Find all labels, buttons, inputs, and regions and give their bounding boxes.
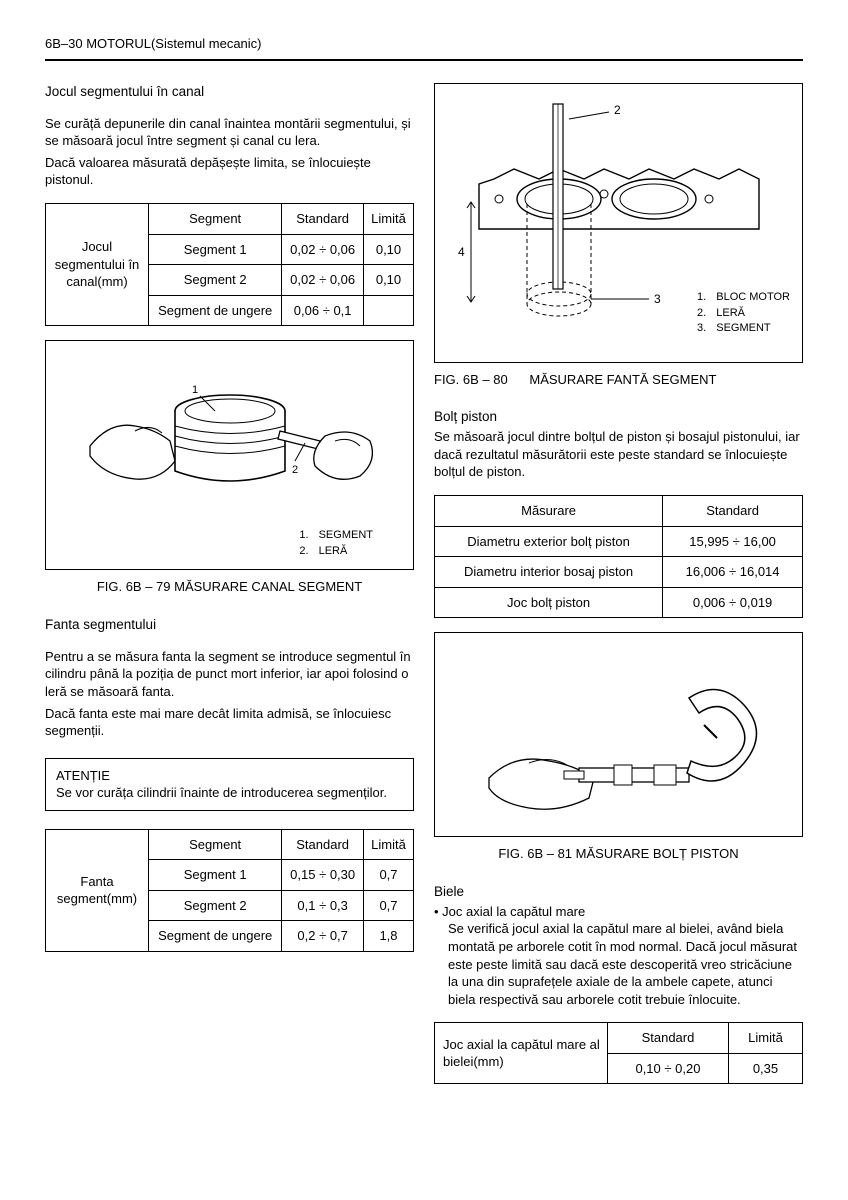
legend-text: LERĂ: [319, 544, 348, 559]
callout-2: 2: [614, 103, 621, 117]
table-header: Standard: [282, 203, 364, 234]
table-cell: 0,7: [364, 860, 414, 891]
table-header: Standard: [663, 495, 803, 526]
callout-2: 2: [292, 464, 298, 476]
figure-81-caption: FIG. 6B – 81 MĂSURARE BOLȚ PISTON: [434, 845, 803, 863]
table-bolt-piston: Măsurare Standard Diametru exterior bolț…: [434, 495, 803, 618]
table-header: Segment: [149, 203, 282, 234]
legend-text: SEGMENT: [716, 321, 770, 336]
legend-num: 1.: [697, 290, 706, 305]
figure-80-caption: FIG. 6B – 80 MĂSURARE FANTĂ SEGMENT: [434, 371, 803, 389]
legend-text: LERĂ: [716, 306, 745, 321]
table-cell: Joc bolț piston: [435, 587, 663, 618]
table-cell: 0,006 ÷ 0,019: [663, 587, 803, 618]
table-cell: 0,7: [364, 890, 414, 921]
paragraph: Se măsoară jocul dintre bolțul de piston…: [434, 428, 803, 481]
paragraph: Pentru a se măsura fanta la segment se i…: [45, 648, 414, 701]
paragraph: Se curăță depunerile din canal înaintea …: [45, 115, 414, 150]
figure-79-caption: FIG. 6B – 79 MĂSURARE CANAL SEGMENT: [45, 578, 414, 596]
table-cell: 0,06 ÷ 0,1: [282, 295, 364, 326]
table-rowhead: Joc axial la capătul mare al bielei(mm): [435, 1023, 608, 1084]
section-title-biele: Biele: [434, 883, 803, 901]
piston-ring-measure-illustration: 1 2: [80, 351, 380, 511]
table-cell: 1,8: [364, 921, 414, 952]
table-rowhead: Jocul segmentului în canal(mm): [46, 203, 149, 325]
right-column: 4 2 3 1. BLOC MOTOR 2. LERĂ 3. SEGMENT FIG.…: [434, 83, 803, 1099]
table-cell: 0,35: [728, 1053, 802, 1084]
table-cell: Diametru exterior bolț piston: [435, 526, 663, 557]
table-header: Segment: [149, 829, 282, 860]
callout-4: 4: [458, 245, 465, 259]
table-cell: 0,10: [364, 265, 414, 296]
table-cell: Segment 1: [149, 860, 282, 891]
notice-title: ATENȚIE: [56, 767, 403, 785]
table-header: Standard: [607, 1023, 728, 1054]
table-jocul-segment: Jocul segmentului în canal(mm) Segment S…: [45, 203, 414, 326]
callout-1: 1: [192, 384, 198, 396]
figure-80: 4 2 3 1. BLOC MOTOR 2. LERĂ 3. SEGMENT: [434, 83, 803, 363]
notice-box: ATENȚIE Se vor curăța cilindrii înainte …: [45, 758, 414, 811]
section-title-fanta: Fanta segmentului: [45, 616, 414, 634]
figure-81: [434, 632, 803, 837]
table-header: Limită: [364, 203, 414, 234]
table-fanta-segment: Fanta segment(mm) Segment Standard Limit…: [45, 829, 414, 952]
table-cell: 0,10: [364, 234, 414, 265]
bullet-item: Joc axial la capătul mare: [434, 903, 803, 921]
table-cell: Diametru interior bosaj piston: [435, 557, 663, 588]
table-cell: Segment 2: [149, 890, 282, 921]
table-cell: Segment 2: [149, 265, 282, 296]
table-cell: Segment de ungere: [149, 295, 282, 326]
table-cell: [364, 295, 414, 326]
table-cell: Segment 1: [149, 234, 282, 265]
left-column: Jocul segmentului în canal Se curăță dep…: [45, 83, 414, 1099]
table-cell: 0,15 ÷ 0,30: [282, 860, 364, 891]
two-column-layout: Jocul segmentului în canal Se curăță dep…: [45, 83, 803, 1099]
table-header: Limită: [728, 1023, 802, 1054]
table-header: Standard: [282, 829, 364, 860]
table-cell: 16,006 ÷ 16,014: [663, 557, 803, 588]
table-cell: 15,995 ÷ 16,00: [663, 526, 803, 557]
bullet-list: Joc axial la capătul mare: [434, 903, 803, 921]
table-biele: Joc axial la capătul mare al bielei(mm) …: [434, 1022, 803, 1084]
legend-text: SEGMENT: [319, 528, 373, 543]
figure-79: 1 2 1. SEGMENT 2. LERĂ: [45, 340, 414, 570]
legend-text: BLOC MOTOR: [716, 290, 790, 305]
table-cell: 0,2 ÷ 0,7: [282, 921, 364, 952]
micrometer-illustration: [459, 643, 779, 828]
table-rowhead: Fanta segment(mm): [46, 829, 149, 951]
legend-num: 2.: [299, 544, 308, 559]
legend-num: 1.: [299, 528, 308, 543]
table-header: Măsurare: [435, 495, 663, 526]
section-title-bolt: Bolț piston: [434, 408, 803, 426]
table-cell: 0,1 ÷ 0,3: [282, 890, 364, 921]
table-cell: Segment de ungere: [149, 921, 282, 952]
callout-3: 3: [654, 292, 661, 306]
legend-num: 2.: [697, 306, 706, 321]
paragraph: Se verifică jocul axial la capătul mare …: [448, 920, 803, 1008]
paragraph: Dacă valoarea măsurată depășește limita,…: [45, 154, 414, 189]
page-header: 6B–30 MOTORUL(Sistemul mecanic): [45, 35, 803, 61]
table-cell: 0,02 ÷ 0,06: [282, 265, 364, 296]
notice-body: Se vor curăța cilindrii înainte de intro…: [56, 784, 403, 802]
legend-num: 3.: [697, 321, 706, 336]
paragraph: Dacă fanta este mai mare decât limita ad…: [45, 705, 414, 740]
section-title-jocul: Jocul segmentului în canal: [45, 83, 414, 101]
table-header: Limită: [364, 829, 414, 860]
table-cell: 0,02 ÷ 0,06: [282, 234, 364, 265]
table-cell: 0,10 ÷ 0,20: [607, 1053, 728, 1084]
